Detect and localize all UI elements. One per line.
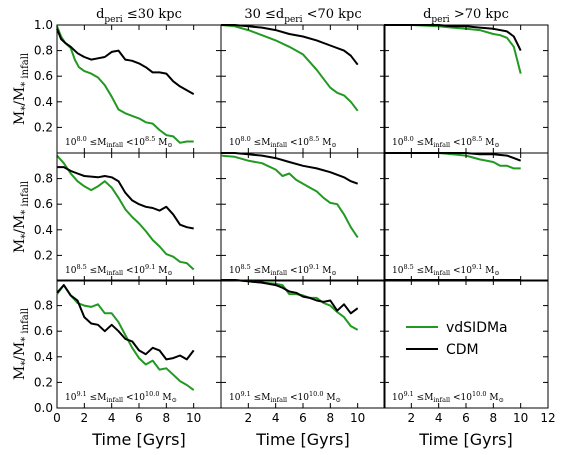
mass-range-label: 108.5 ≤Minfall <109.1 M⊙ [392,263,500,277]
x-tick-label: 8 [490,411,498,425]
x-tick-label: 8 [163,411,171,425]
column-title: dperi ≤30 kpc [96,7,182,25]
x-tick-label: 10 [513,411,528,425]
x-tick-label: 4 [272,411,280,425]
mass-range-label: 108.0 ≤Minfall <108.5 M⊙ [392,135,500,149]
mass-range-label: 109.1 ≤Minfall <1010.0 M⊙ [65,390,177,404]
series-line-cdm [221,279,359,315]
y-tick-label: 0.8 [34,44,53,58]
y-tick-label: 0.2 [34,375,53,389]
series-line-cdm [221,24,359,66]
y-tick-label: 0.4 [34,95,53,109]
x-axis-label: Time [Gyrs] [255,430,350,449]
x-tick-label: 6 [462,411,470,425]
mass-range-label: 108.5 ≤Minfall <109.1 M⊙ [65,263,173,277]
series-line-vdsidma [56,25,194,144]
series-line-cdm [56,28,195,95]
panel-frame [220,279,386,409]
panel-frame [56,279,222,409]
x-tick-label: 10 [350,411,365,425]
series-line-cdm [221,152,359,185]
panel-frame [56,152,222,282]
panel-frame [220,152,386,282]
column-title: dperi >70 kpc [423,7,509,25]
x-tick-label: 6 [299,411,307,425]
series-line-vdsidma [220,24,359,112]
series-line-vdsidma [220,154,359,239]
panel-frame [220,24,386,154]
column-title: 30 ≤dperi <70 kpc [244,7,361,25]
y-tick-label: 0.4 [34,223,53,237]
y-tick-label: 0.8 [34,299,53,313]
y-tick-label: 0.4 [34,350,53,364]
series-line-vdsidma [384,24,522,74]
x-tick-label: 2 [408,411,416,425]
legend-label-vdsidma: vdSIDMa [446,320,508,336]
mass-range-label: 109.1 ≤Minfall <1010.0 M⊙ [229,390,341,404]
legend-label-cdm: CDM [446,342,479,358]
series-line-vdsidma [221,279,359,331]
panel-frame [383,152,549,282]
y-tick-label: 0.6 [34,324,53,338]
mass-range-label: 109.1 ≤Minfall <1010.0 M⊙ [392,390,504,404]
mass-range-label: 108.0 ≤Minfall <108.5 M⊙ [65,135,173,149]
y-axis-label: M*/M* infall [12,308,31,380]
y-tick-label: 1.0 [34,18,53,32]
y-tick-label: 0.6 [34,197,53,211]
panel-frame [56,24,222,154]
mass-range-label: 108.0 ≤Minfall <108.5 M⊙ [229,135,337,149]
x-tick-label: 10 [186,411,201,425]
x-tick-label: 2 [81,411,89,425]
x-axis-label: Time [Gyrs] [418,430,513,449]
y-tick-label: 0.2 [34,120,53,134]
y-tick-label: 0.0 [34,401,53,415]
x-tick-label: 2 [245,411,253,425]
y-tick-label: 0.2 [34,248,53,262]
y-tick-label: 0.6 [34,69,53,83]
series-line-cdm [56,284,195,361]
x-axis-label: Time [Gyrs] [91,430,186,449]
y-tick-label: 0.8 [34,172,53,186]
mass-range-label: 108.5 ≤Minfall <109.1 M⊙ [229,263,337,277]
panel-frame [383,24,549,154]
series-line-cdm [384,152,522,162]
y-axis-label: M*/M* infall [12,53,31,125]
x-tick-label: 12 [540,411,555,425]
x-tick-label: 8 [327,411,335,425]
series-line-cdm [384,24,522,52]
series-line-cdm [57,166,194,230]
x-tick-label: 4 [108,411,116,425]
x-tick-label: 0 [53,411,61,425]
x-tick-label: 4 [435,411,443,425]
y-axis-label: M*/M* infall [12,181,31,253]
series-line-vdsidma [56,154,195,271]
x-tick-label: 6 [135,411,143,425]
